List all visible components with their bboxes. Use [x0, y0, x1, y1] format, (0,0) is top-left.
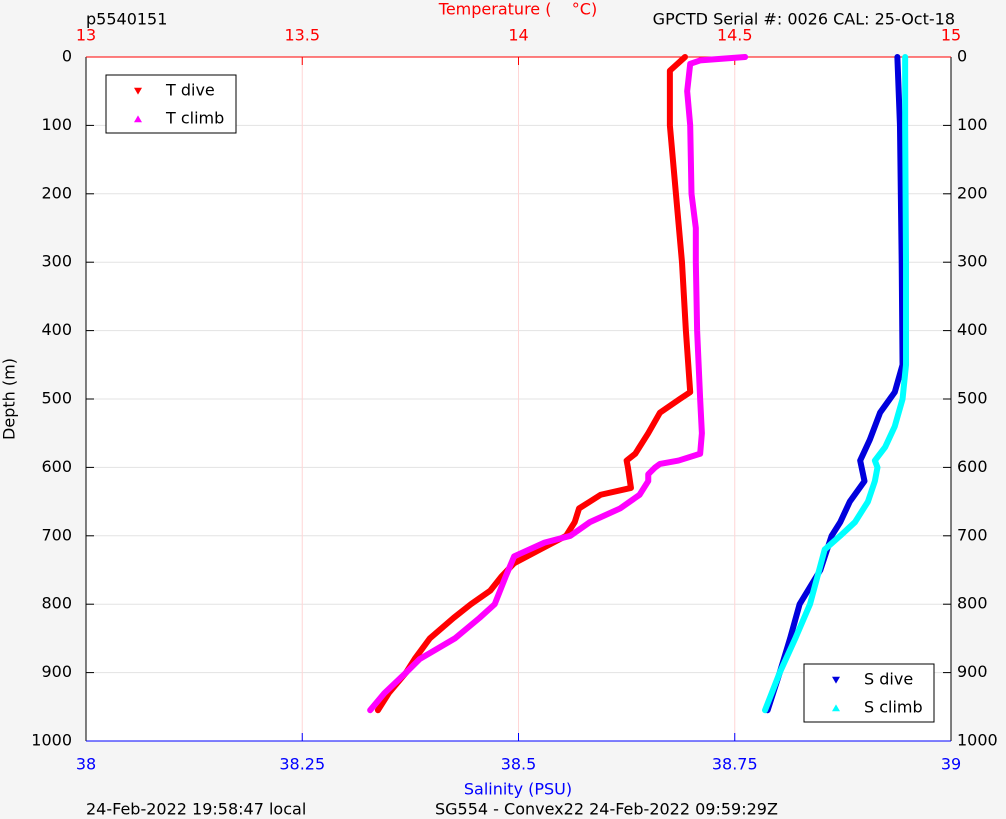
- y-tick-label: 800: [41, 594, 72, 613]
- x2-tick-label: 13.5: [284, 26, 320, 45]
- legend-box: [803, 663, 935, 723]
- y-tick-label: 100: [41, 115, 72, 134]
- footer-right: SG554 - Convex22 24-Feb-2022 09:59:29Z: [435, 800, 778, 819]
- x-tick-label: 39: [941, 755, 961, 774]
- y-tick-label: 200: [41, 183, 72, 202]
- title-right: GPCTD Serial #: 0026 CAL: 25-Oct-18: [653, 10, 955, 29]
- legend-marker: [134, 87, 142, 95]
- profile-line: [762, 54, 910, 714]
- y-tick-label: 500: [41, 389, 72, 408]
- title-left: p5540151: [86, 10, 167, 29]
- y-tick-label: 300: [41, 252, 72, 271]
- footer-left: 24-Feb-2022 19:58:47 local: [86, 800, 306, 819]
- legend-label: T climb: [165, 109, 224, 128]
- y2-tick-label: 1000: [957, 731, 998, 750]
- y2-tick-label: 600: [957, 457, 988, 476]
- y-tick-label: 0: [62, 47, 72, 66]
- y2-tick-label: 100: [957, 115, 988, 134]
- x-tick-label: 38.5: [501, 755, 537, 774]
- x2-tick-label: 13: [76, 26, 96, 45]
- legend-marker: [832, 704, 840, 712]
- x-axis-label: Salinity (PSU): [464, 780, 572, 799]
- x-tick-label: 38.75: [712, 755, 758, 774]
- legend-marker: [832, 676, 840, 684]
- y-axis-label: Depth (m): [0, 358, 19, 440]
- y2-tick-label: 300: [957, 252, 988, 271]
- y2-tick-label: 500: [957, 389, 988, 408]
- y2-tick-label: 0: [957, 47, 967, 66]
- profile-line: [367, 54, 749, 714]
- y2-tick-label: 800: [957, 594, 988, 613]
- legend-marker: [134, 115, 142, 123]
- y-tick-label: 400: [41, 320, 72, 339]
- y2-tick-label: 400: [957, 320, 988, 339]
- y2-tick-label: 900: [957, 662, 988, 681]
- x2-tick-label: 14: [508, 26, 528, 45]
- x2-tick-label: 14.5: [717, 26, 753, 45]
- y2-tick-label: 700: [957, 525, 988, 544]
- x2-tick-label: 15: [941, 26, 961, 45]
- profile-line: [764, 54, 906, 714]
- y-tick-label: 700: [41, 525, 72, 544]
- x-tick-label: 38.25: [279, 755, 325, 774]
- legend-box: [105, 74, 237, 134]
- y-tick-label: 1000: [31, 731, 72, 750]
- y-tick-label: 900: [41, 662, 72, 681]
- x2-axis-label: Temperature ( °C): [438, 0, 597, 19]
- legend-label: T dive: [165, 81, 215, 100]
- legend-label: S climb: [864, 698, 923, 717]
- legend-label: S dive: [864, 670, 913, 689]
- profile-line: [374, 54, 694, 714]
- y-tick-label: 600: [41, 457, 72, 476]
- y2-tick-label: 200: [957, 183, 988, 202]
- x-tick-label: 38: [76, 755, 96, 774]
